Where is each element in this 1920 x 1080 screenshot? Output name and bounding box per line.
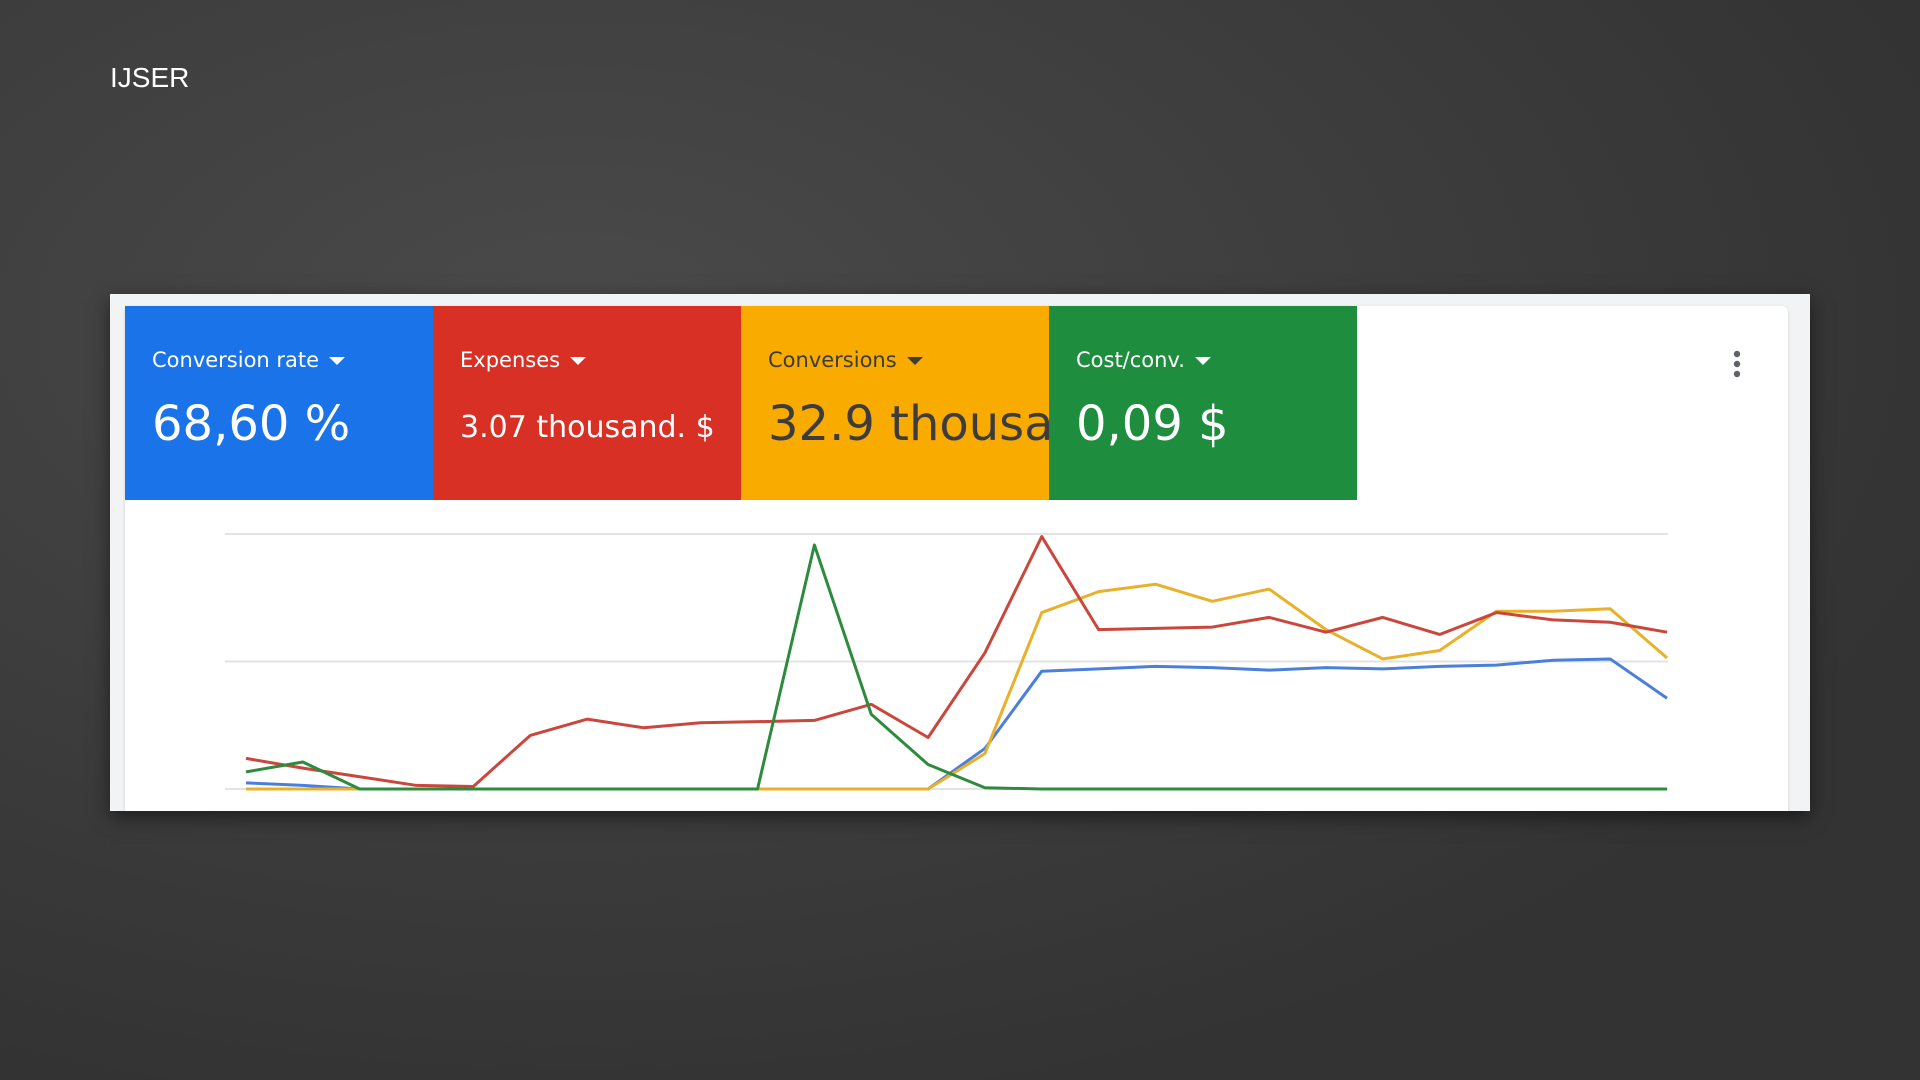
metric-value: 3.07 thousand. $ [460, 410, 715, 445]
metric-label-text: Cost/conv. [1076, 348, 1185, 372]
dropdown-arrow [570, 357, 587, 365]
metric-value: 68,60 % [152, 396, 351, 452]
metric-label-text: Expenses [460, 348, 561, 372]
dropdown-arrow [906, 357, 923, 365]
metric-card[interactable]: Conversion rate 68,60 % [125, 306, 433, 500]
metric-cards: Conversion rate 68,60 % Expenses 3.07 thous… [125, 306, 1357, 500]
series-line [245, 535, 1668, 788]
metric-label: Conversions [768, 348, 923, 372]
metric-label: Cost/conv. [1076, 348, 1211, 372]
header-title: IJSER [110, 62, 190, 93]
more-menu[interactable] [1732, 350, 1742, 380]
metric-label: Expenses [460, 348, 587, 372]
chart [225, 533, 1668, 791]
card-area: Conversion rate 68,60 % Expenses 3.07 thous… [125, 306, 1788, 811]
metric-label: Conversion rate [152, 348, 346, 372]
dropdown-arrow [329, 357, 346, 365]
metric-label-text: Conversion rate [152, 348, 320, 372]
metric-value: 0,09 $ [1076, 396, 1229, 452]
series-line [245, 657, 1668, 791]
metric-card[interactable]: Cost/conv. 0,09 $ [1049, 306, 1357, 500]
panel: Conversion rate 68,60 % Expenses 3.07 thous… [110, 294, 1810, 811]
dropdown-arrow [1194, 357, 1211, 365]
metric-card[interactable]: Expenses 3.07 thousand. $ [433, 306, 741, 500]
series-line [246, 582, 1668, 791]
series-line [245, 543, 1667, 791]
metric-label-text: Conversions [768, 348, 897, 372]
